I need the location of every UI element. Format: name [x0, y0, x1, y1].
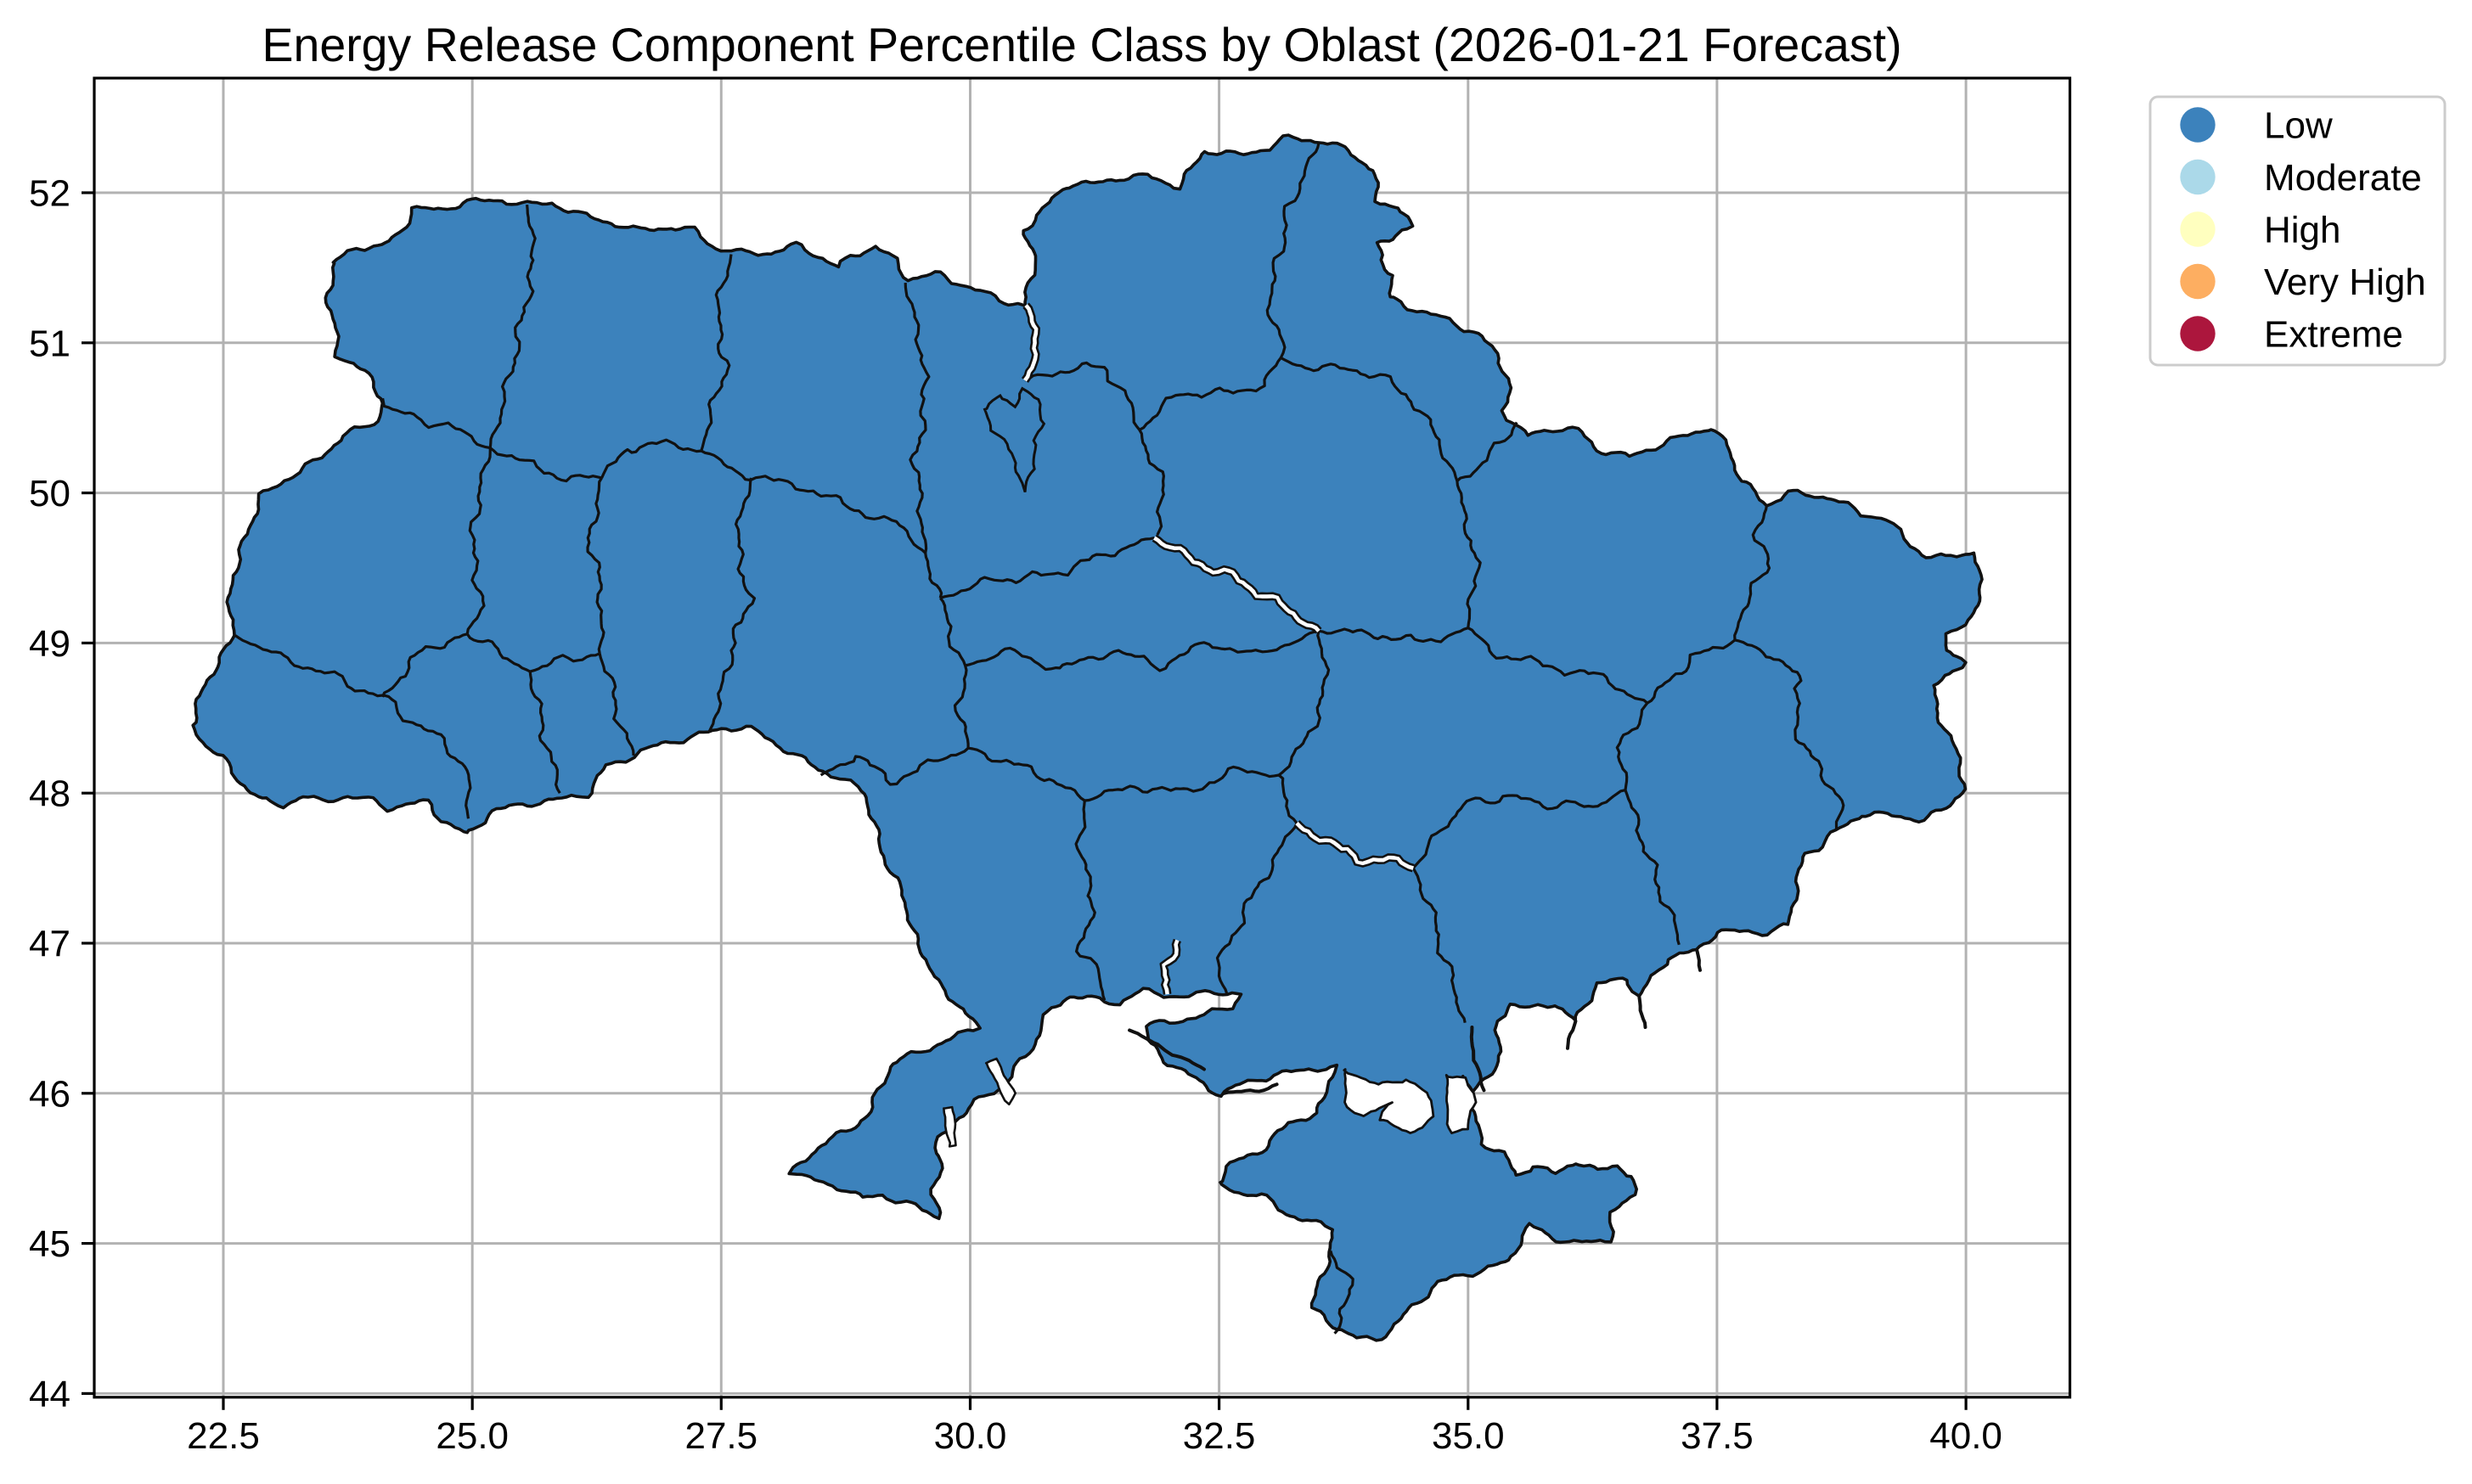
svg-text:49: 49: [29, 623, 70, 665]
svg-text:30.0: 30.0: [934, 1415, 1007, 1457]
svg-text:40.0: 40.0: [1929, 1415, 2002, 1457]
svg-text:Very High: Very High: [2264, 261, 2426, 303]
svg-text:Extreme: Extreme: [2264, 314, 2403, 356]
svg-text:52: 52: [29, 173, 70, 215]
svg-text:37.5: 37.5: [1681, 1415, 1754, 1457]
svg-text:25.0: 25.0: [436, 1415, 509, 1457]
svg-text:22.5: 22.5: [187, 1415, 260, 1457]
svg-text:45: 45: [29, 1223, 70, 1265]
svg-text:46: 46: [29, 1073, 70, 1115]
svg-text:47: 47: [29, 924, 70, 965]
svg-text:51: 51: [29, 323, 70, 364]
svg-text:44: 44: [29, 1374, 70, 1415]
svg-text:50: 50: [29, 473, 70, 514]
svg-text:35.0: 35.0: [1432, 1415, 1505, 1457]
svg-text:32.5: 32.5: [1183, 1415, 1256, 1457]
svg-text:Energy Release Component Perce: Energy Release Component Percentile Clas…: [262, 19, 1901, 71]
svg-text:48: 48: [29, 773, 70, 815]
svg-text:Moderate: Moderate: [2264, 157, 2422, 199]
svg-text:27.5: 27.5: [684, 1415, 757, 1457]
svg-text:Low: Low: [2264, 105, 2333, 147]
svg-text:High: High: [2264, 210, 2341, 251]
